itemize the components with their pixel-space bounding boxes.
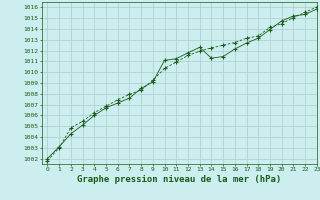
X-axis label: Graphe pression niveau de la mer (hPa): Graphe pression niveau de la mer (hPa): [77, 175, 281, 184]
